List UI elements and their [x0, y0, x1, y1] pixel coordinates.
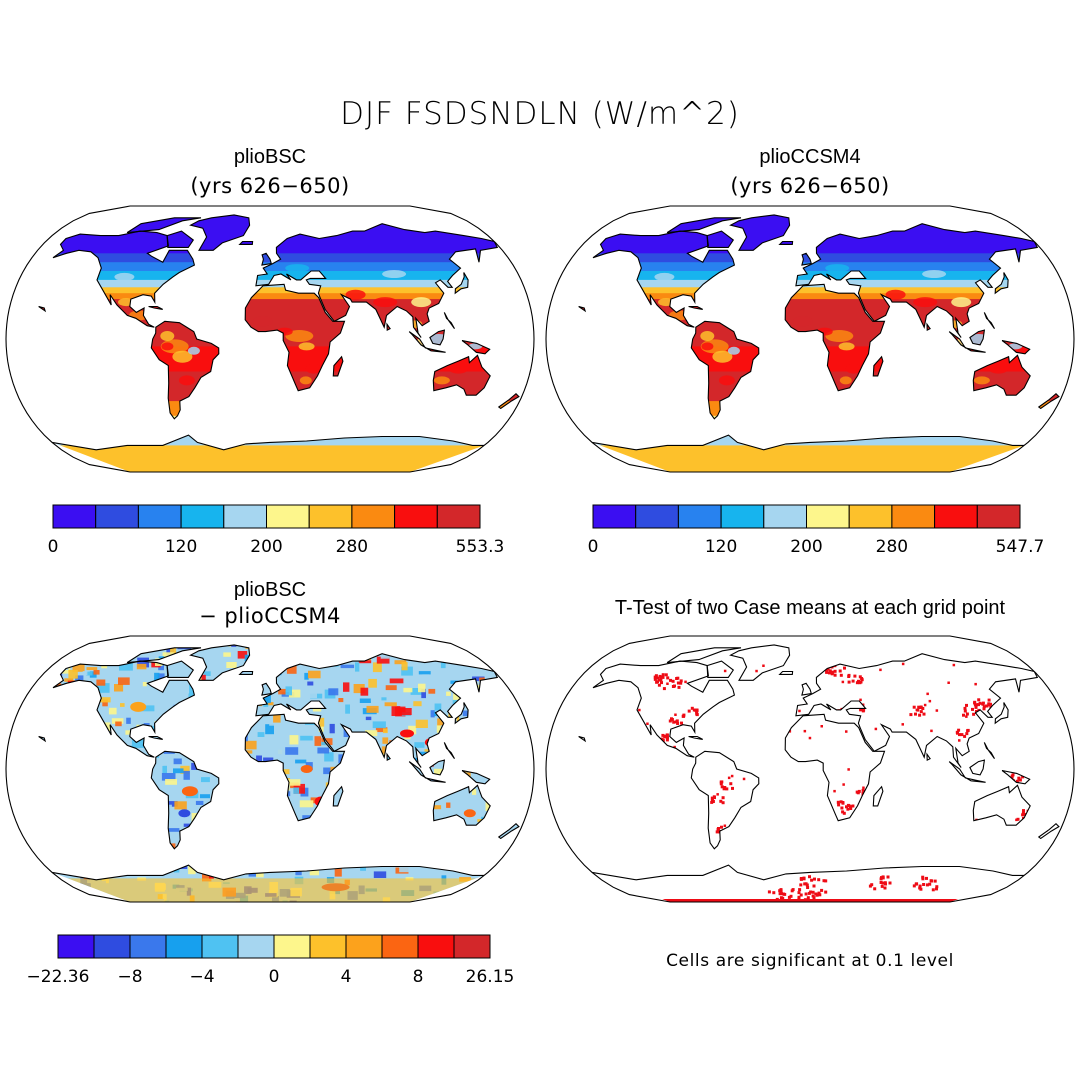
colorbar-swatch [436, 504, 481, 529]
colorbar-swatch [381, 934, 419, 959]
colorbar-tick-label: −22.36 [27, 967, 90, 987]
colorbar-swatch [180, 504, 225, 529]
panel4-title: T-Test of two Case means at each grid po… [614, 597, 1006, 619]
colorbar-tick-label: 553.3 [456, 537, 505, 557]
colorbar-swatch [720, 504, 765, 529]
panel2-colorbar: 0 120 200 280 547.7 [588, 504, 1045, 557]
colorbar-tick-label: −4 [189, 967, 214, 987]
colorbar-swatch [976, 504, 1021, 529]
colorbar-tick-label: 547.7 [996, 537, 1045, 557]
panel1-subtitle: (yrs 626−650) [190, 174, 350, 198]
colorbar-swatch [677, 504, 722, 529]
colorbar-swatch [137, 504, 182, 529]
colorbar-swatch [394, 504, 438, 529]
colorbar-swatch [891, 504, 936, 529]
colorbar-swatch [266, 504, 310, 529]
colorbar-swatch [129, 934, 167, 959]
colorbar-swatch [57, 934, 95, 959]
colorbar-swatch [635, 504, 679, 529]
panel3-title: plioBSC [233, 579, 307, 601]
colorbar-swatch [417, 934, 455, 959]
colorbar-swatch [592, 504, 637, 529]
colorbar-tick-label: 26.15 [466, 967, 515, 987]
panel3-colorbar: −22.36 −8 −4 0 4 8 26.15 [27, 934, 515, 987]
colorbar-tick-label: 200 [790, 537, 822, 557]
colorbar-swatch [223, 504, 268, 529]
panel2-title: plioCCSM4 [759, 146, 861, 168]
colorbar-swatch [52, 504, 97, 529]
colorbar-swatch [763, 504, 808, 529]
colorbar-tick-label: −8 [117, 967, 142, 987]
panel4-map [545, 635, 1075, 903]
colorbar-swatch [95, 504, 139, 529]
panel3-map [5, 635, 535, 903]
panel1-colorbar: 0 120 200 280 553.3 [48, 504, 505, 557]
significance-note: Cells are significant at 0.1 level [666, 951, 954, 971]
colorbar-swatch [201, 934, 239, 959]
panel2-map [545, 205, 1075, 473]
colorbar-tick-label: 0 [48, 537, 59, 557]
panel3-subtitle: − plioCCSM4 [199, 604, 341, 628]
colorbar-tick-label: 0 [269, 967, 280, 987]
panel1-title: plioBSC [233, 146, 307, 168]
colorbar-swatch [309, 934, 347, 959]
colorbar-swatch [848, 504, 893, 529]
colorbar-swatch [345, 934, 383, 959]
colorbar-swatch [934, 504, 978, 529]
colorbar-swatch [351, 504, 396, 529]
panel2-subtitle: (yrs 626−650) [730, 174, 890, 198]
colorbar-tick-label: 280 [336, 537, 368, 557]
colorbar-tick-label: 120 [165, 537, 197, 557]
colorbar-swatch [237, 934, 275, 959]
colorbar-swatch [165, 934, 203, 959]
colorbar-swatch [308, 504, 353, 529]
colorbar-tick-label: 8 [413, 967, 424, 987]
colorbar-tick-label: 200 [250, 537, 282, 557]
colorbar-tick-label: 120 [705, 537, 737, 557]
colorbar-tick-label: 280 [876, 537, 908, 557]
figure-title: DJF FSDSNDLN (W/m^2) [340, 96, 740, 132]
colorbar-tick-label: 0 [588, 537, 599, 557]
colorbar-tick-label: 4 [341, 967, 352, 987]
colorbar-swatch [806, 504, 850, 529]
colorbar-swatch [93, 934, 131, 959]
panel1-map [5, 205, 535, 473]
colorbar-swatch [273, 934, 311, 959]
colorbar-swatch [453, 934, 491, 959]
